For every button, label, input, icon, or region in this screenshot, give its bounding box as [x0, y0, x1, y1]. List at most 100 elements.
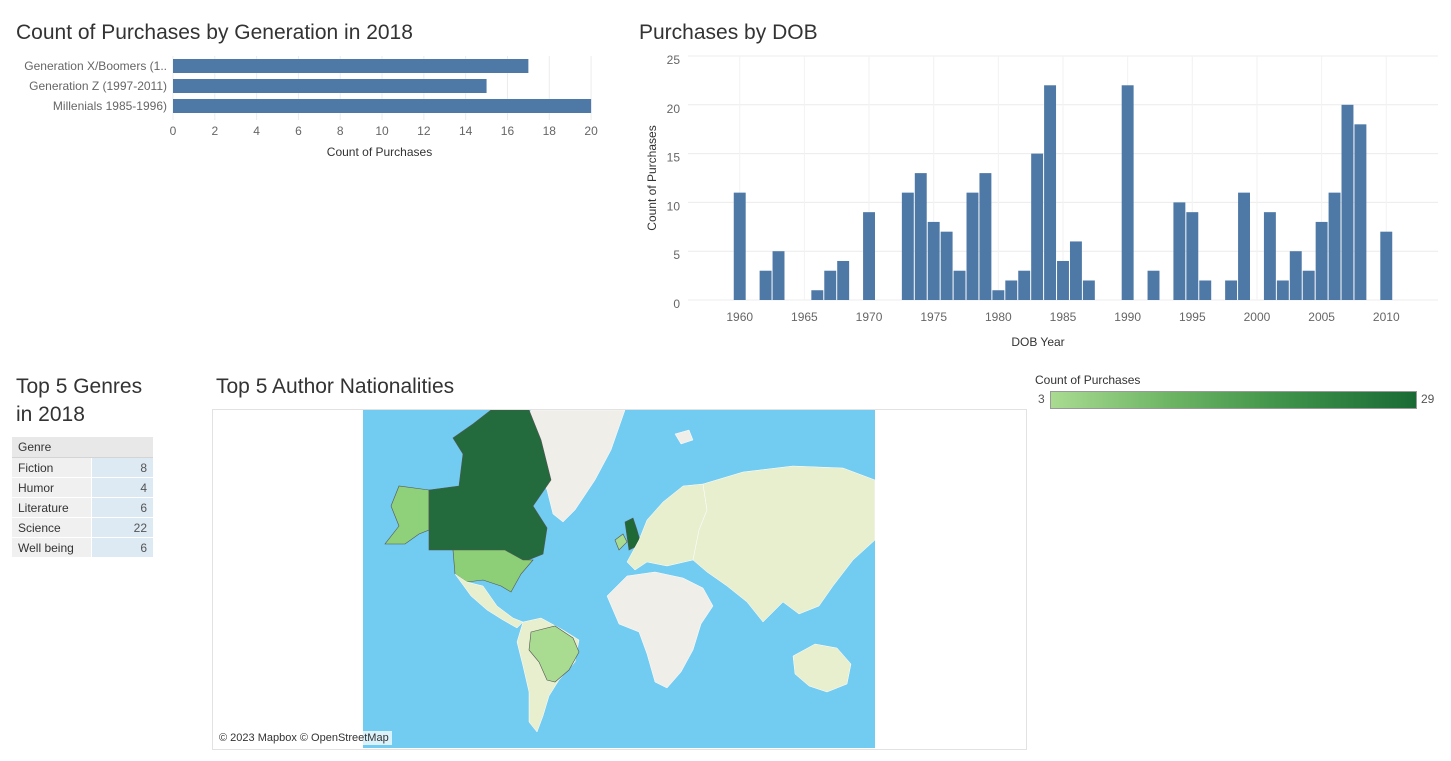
y-tick-label: 15 [667, 151, 681, 165]
y-tick-label: 5 [673, 248, 680, 262]
category-label: Generation Z (1997-2011) [29, 79, 167, 93]
generation-chart-title: Count of Purchases by Generation in 2018 [16, 21, 413, 44]
legend-min: 3 [1038, 392, 1045, 406]
dob-chart-title: Purchases by DOB [639, 21, 818, 44]
x-tick-label: 1985 [1050, 310, 1077, 324]
genre-count: 6 [91, 497, 153, 518]
bar [992, 290, 1005, 300]
bar [1276, 280, 1289, 300]
generation-bar-chart: 0 2 4 6 8 10 12 14 16 18 20 Generation X/Boomers (1… [24, 56, 598, 159]
alaska[interactable] [384, 485, 430, 545]
bar [927, 221, 940, 300]
genre-table-header-row: Genre [12, 437, 153, 458]
genre-count: 22 [91, 517, 153, 538]
bar [1341, 104, 1354, 300]
bar [966, 192, 979, 300]
x-tick-label: 12 [417, 124, 431, 138]
x-tick-label: 6 [295, 124, 302, 138]
brazil[interactable] [528, 625, 580, 683]
genre-count: 4 [91, 477, 153, 498]
legend-title: Count of Purchases [1035, 373, 1141, 387]
x-axis-label: Count of Purchases [327, 145, 432, 159]
table-row[interactable]: Literature 6 [12, 497, 153, 518]
svalbard [674, 429, 694, 445]
bar [173, 79, 487, 93]
bar [824, 270, 837, 300]
table-row[interactable]: Humor 4 [12, 477, 153, 498]
bar [173, 99, 592, 113]
x-tick-label: 1960 [726, 310, 753, 324]
bar [1044, 85, 1057, 300]
table-row[interactable]: Science 22 [12, 517, 153, 538]
genres-title: Top 5 Genres in 2018 [16, 373, 142, 429]
bar [1147, 270, 1160, 300]
table-row[interactable]: Fiction 8 [12, 457, 153, 478]
x-tick-label: 8 [337, 124, 344, 138]
y-tick-label: 0 [673, 297, 680, 311]
legend-max: 29 [1421, 392, 1435, 406]
x-tick-label: 2010 [1373, 310, 1400, 324]
bar [863, 212, 875, 300]
bar [173, 59, 529, 73]
bar [940, 231, 953, 300]
x-tick-label: 16 [501, 124, 515, 138]
map-credit[interactable]: © 2023 Mapbox © OpenStreetMap [216, 731, 392, 745]
bar [1263, 212, 1276, 300]
bar [1225, 280, 1238, 300]
bar [1031, 153, 1044, 300]
category-label: Millenials 1985-1996) [53, 99, 167, 113]
genre-name: Science [12, 517, 92, 538]
bar [1238, 192, 1250, 300]
y-tick-label: 10 [667, 199, 681, 213]
bar [1199, 280, 1212, 300]
genre-table: Genre Fiction 8 Humor 4 Literature 6 Sci… [12, 437, 153, 558]
bar [901, 192, 914, 300]
bar [1328, 192, 1341, 300]
nationalities-title: Top 5 Author Nationalities [216, 375, 455, 398]
y-tick-label: 20 [667, 102, 681, 116]
bar [733, 192, 746, 300]
x-tick-label: 2000 [1244, 310, 1271, 324]
y-axis-label: Count of Purchases [645, 125, 659, 230]
legend-color-ramp [1050, 391, 1417, 409]
x-tick-label: 18 [543, 124, 557, 138]
australia [792, 643, 852, 693]
y-tick-label: 25 [667, 53, 681, 67]
genres-title-line2: in 2018 [16, 403, 85, 426]
world-map[interactable] [363, 410, 875, 748]
x-tick-label: 1975 [920, 310, 947, 324]
bar [1315, 221, 1328, 300]
dob-bar-chart: 0 5 10 15 20 25 1960 1965 1970 1975 1980 1985 1990 19… [645, 53, 1438, 349]
x-tick-label: 1980 [985, 310, 1012, 324]
bar [1069, 241, 1082, 300]
x-tick-label: 20 [584, 124, 598, 138]
africa [606, 571, 714, 689]
table-row[interactable]: Well being 6 [12, 537, 153, 558]
x-tick-label: 1995 [1179, 310, 1206, 324]
x-tick-label: 1990 [1114, 310, 1141, 324]
bar [1354, 124, 1367, 300]
asia [692, 465, 875, 623]
bar [1186, 212, 1199, 300]
x-tick-label: 10 [375, 124, 389, 138]
genres-title-line1: Top 5 Genres [16, 375, 143, 398]
bar [837, 260, 850, 300]
bar [953, 270, 966, 300]
x-tick-label: 1965 [791, 310, 818, 324]
genre-name: Well being [12, 537, 92, 558]
genre-name: Humor [12, 477, 92, 498]
bar [1173, 202, 1186, 300]
bar [1005, 280, 1018, 300]
bar [979, 173, 992, 300]
genre-count: 8 [91, 457, 153, 478]
genre-name: Fiction [12, 457, 92, 478]
bar [1018, 270, 1031, 300]
ireland[interactable] [614, 533, 628, 551]
bar [811, 290, 824, 300]
bar [772, 251, 785, 300]
bar [1302, 270, 1315, 300]
x-tick-label: 0 [170, 124, 177, 138]
bar [1289, 251, 1302, 300]
x-tick-label: 14 [459, 124, 473, 138]
genre-count: 6 [91, 537, 153, 558]
